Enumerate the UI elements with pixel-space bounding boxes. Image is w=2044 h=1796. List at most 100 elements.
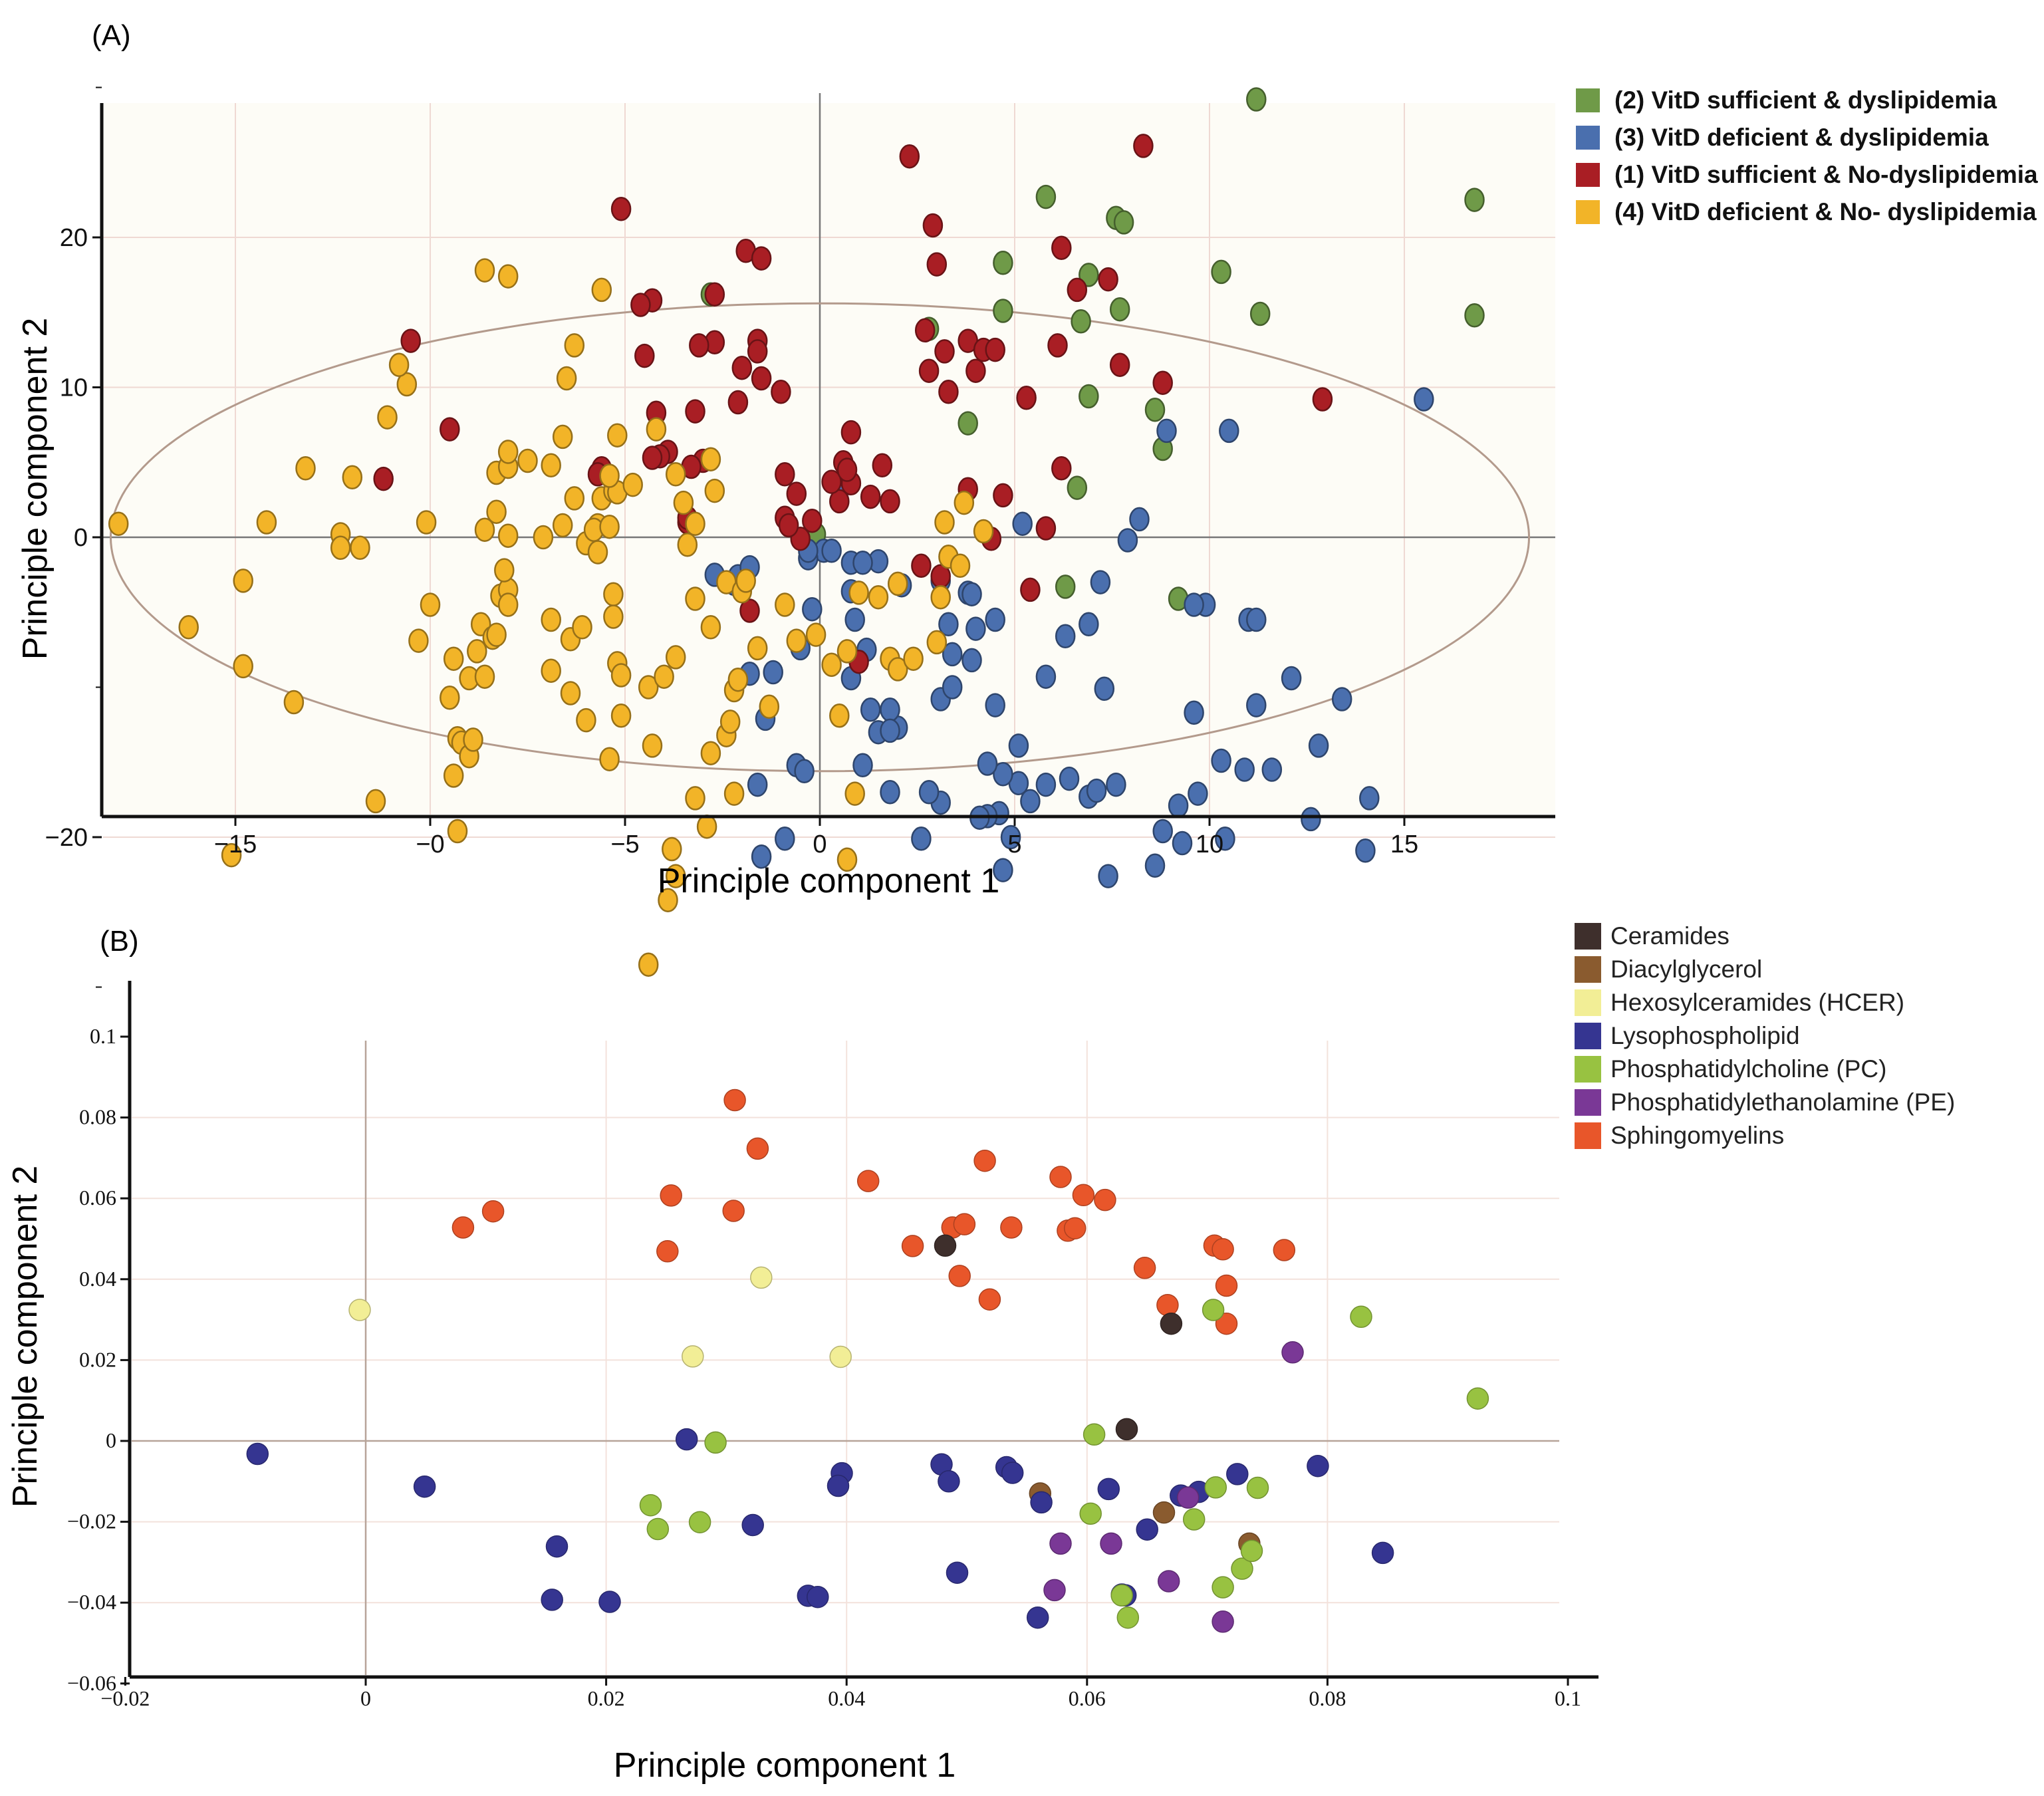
panel-a-point-red	[922, 213, 944, 238]
panel-a-point-red	[1047, 333, 1068, 358]
panel-b-point-phosphatidylcholine-pc	[1466, 1387, 1489, 1410]
panel-a-point-orange	[610, 663, 632, 688]
panel-a-point-red	[634, 343, 655, 368]
panel-b-legend-swatch-hexosylceramides-hcer	[1575, 989, 1601, 1016]
panel-b-point-phosphatidylcholine-pc	[1083, 1423, 1106, 1446]
panel-a-point-blue	[993, 762, 1013, 787]
panel-a-point-blue	[1219, 418, 1239, 444]
panel-a-point-red	[829, 489, 850, 514]
panel-b-x-tick-label: 0.02	[588, 1686, 625, 1710]
panel-b-point-sphingomyelins	[1212, 1238, 1234, 1261]
panel-b-label: (B)	[100, 925, 139, 958]
panel-a-point-red	[1067, 277, 1088, 303]
panel-b-point-ceramides	[1115, 1418, 1138, 1441]
panel-a-point-blue	[1156, 418, 1177, 444]
panel-a-point-blue	[938, 612, 959, 637]
panel-b-point-sphingomyelins	[722, 1200, 745, 1222]
panel-b-point-phosphatidylcholine-pc	[1116, 1606, 1140, 1629]
panel-a-point-orange	[930, 584, 951, 610]
panel-a-point-orange	[638, 675, 659, 700]
panel-a-point-green	[1246, 87, 1267, 112]
panel-a-point-orange	[836, 639, 858, 664]
panel-a-point-orange	[685, 586, 705, 611]
panel-b-y-tick-label: 0.06	[79, 1186, 116, 1210]
panel-a-point-red	[1051, 456, 1072, 481]
panel-a-point-green	[1079, 263, 1099, 287]
panel-b-point-sphingomyelins	[1215, 1274, 1238, 1297]
panel-b-y-tick-label: −0.06	[67, 1671, 116, 1695]
panel-a-point-orange	[447, 819, 468, 844]
panel-a-point-red	[610, 196, 632, 221]
panel-a-gridlines	[103, 93, 1555, 838]
panel-b-point-lysophospholipid	[807, 1585, 829, 1608]
panel-b-legend-swatch-sphingomyelins	[1575, 1122, 1601, 1149]
panel-a-point-blue	[961, 582, 982, 606]
panel-a-point-orange	[950, 553, 971, 578]
panel-b-point-hexosylceramides-hcer	[750, 1266, 773, 1289]
panel-a-point-red	[1035, 516, 1057, 541]
panel-a-x-tick-label: 15	[1390, 831, 1418, 858]
panel-a-point-blue	[965, 616, 986, 641]
panel-a-point-blue	[1168, 793, 1189, 818]
panel-a-point-orange	[233, 654, 253, 679]
panel-a-point-orange	[443, 763, 464, 788]
panel-b-point-diacylglycerol	[1152, 1501, 1176, 1524]
panel-b-point-phosphatidylcholine-pc	[704, 1431, 727, 1454]
panel-b-gridlines	[132, 1041, 1559, 1675]
panel-b-point-phosphatidylethanolamine-pe	[1043, 1579, 1066, 1602]
panel-a-point-orange	[591, 277, 612, 303]
panel-b-point-phosphatidylethanolamine-pe	[1176, 1486, 1200, 1509]
panel-b-point-phosphatidylcholine-pc	[1240, 1539, 1263, 1563]
panel-b-legend-swatch-lysophospholipid	[1575, 1023, 1601, 1049]
panel-a-point-orange	[665, 462, 686, 487]
panel-b-point-lysophospholipid	[246, 1442, 269, 1466]
panel-a-point-orange	[541, 658, 561, 683]
panel-b-point-hexosylceramides-hcer	[829, 1345, 852, 1368]
panel-b-y-tick-label: −0.04	[67, 1590, 116, 1614]
panel-a-point-orange	[723, 781, 745, 806]
panel-b-x-tick-label: −0.02	[100, 1686, 150, 1710]
panel-a-point-red	[747, 339, 768, 364]
panel-a-point-orange	[497, 264, 519, 289]
panel-b-point-lysophospholipid	[946, 1561, 969, 1584]
panel-a-point-blue	[985, 607, 1005, 632]
panel-a-point-orange	[350, 535, 370, 561]
panel-a-point-blue	[794, 759, 815, 784]
panel-a-point-orange	[727, 667, 749, 692]
panel-b-legend-swatch-diacylglycerol	[1575, 956, 1601, 983]
panel-b-x-tick-label: 0.06	[1069, 1686, 1106, 1710]
panel-a-points	[108, 87, 1485, 977]
panel-a-point-orange	[805, 622, 827, 647]
panel-a-point-blue	[985, 693, 1005, 717]
panel-a-point-orange	[622, 472, 643, 497]
panel-a-point-orange	[283, 690, 305, 715]
panel-a-point-orange	[587, 540, 608, 565]
panel-a-point-blue	[1234, 757, 1255, 782]
panel-a-point-red	[373, 466, 394, 491]
panel-b-point-phosphatidylcholine-pc	[688, 1511, 711, 1533]
panel-a-point-blue	[1059, 766, 1080, 791]
panel-a-legend-swatch-blue	[1576, 126, 1600, 150]
panel-b-point-lysophospholipid	[1097, 1477, 1120, 1501]
panel-a-point-blue	[1211, 748, 1231, 773]
panel-a-point-green	[1211, 259, 1231, 285]
panel-a-point-blue	[1261, 757, 1283, 782]
panel-a-point-orange	[497, 523, 519, 548]
panel-a-point-orange	[497, 592, 519, 617]
panel-a-point-red	[914, 318, 936, 343]
panel-a-point-orange	[821, 652, 842, 677]
panel-a-point-orange	[700, 741, 721, 765]
panel-a-point-orange	[233, 569, 253, 593]
panel-a-point-orange	[775, 592, 795, 617]
panel-a: (A) −15 −0 −5 0 5 10 15 −20 0 10 20 Principle comp…	[16, 19, 2038, 988]
panel-a-point-blue	[1301, 807, 1321, 832]
panel-a-point-blue	[880, 698, 900, 722]
panel-a-y-axis-label: Principle component 2	[16, 318, 55, 660]
panel-a-point-red	[965, 358, 986, 383]
panel-b-point-lysophospholipid	[1030, 1491, 1053, 1514]
panel-b-point-sphingomyelins	[856, 1170, 880, 1192]
panel-a-point-blue	[942, 675, 963, 700]
panel-a-point-blue	[942, 642, 963, 667]
panel-a-point-orange	[934, 510, 955, 535]
panel-b-legend-label-phosphatidylcholine-pc: Phosphatidylcholine (PC)	[1610, 1055, 1886, 1083]
